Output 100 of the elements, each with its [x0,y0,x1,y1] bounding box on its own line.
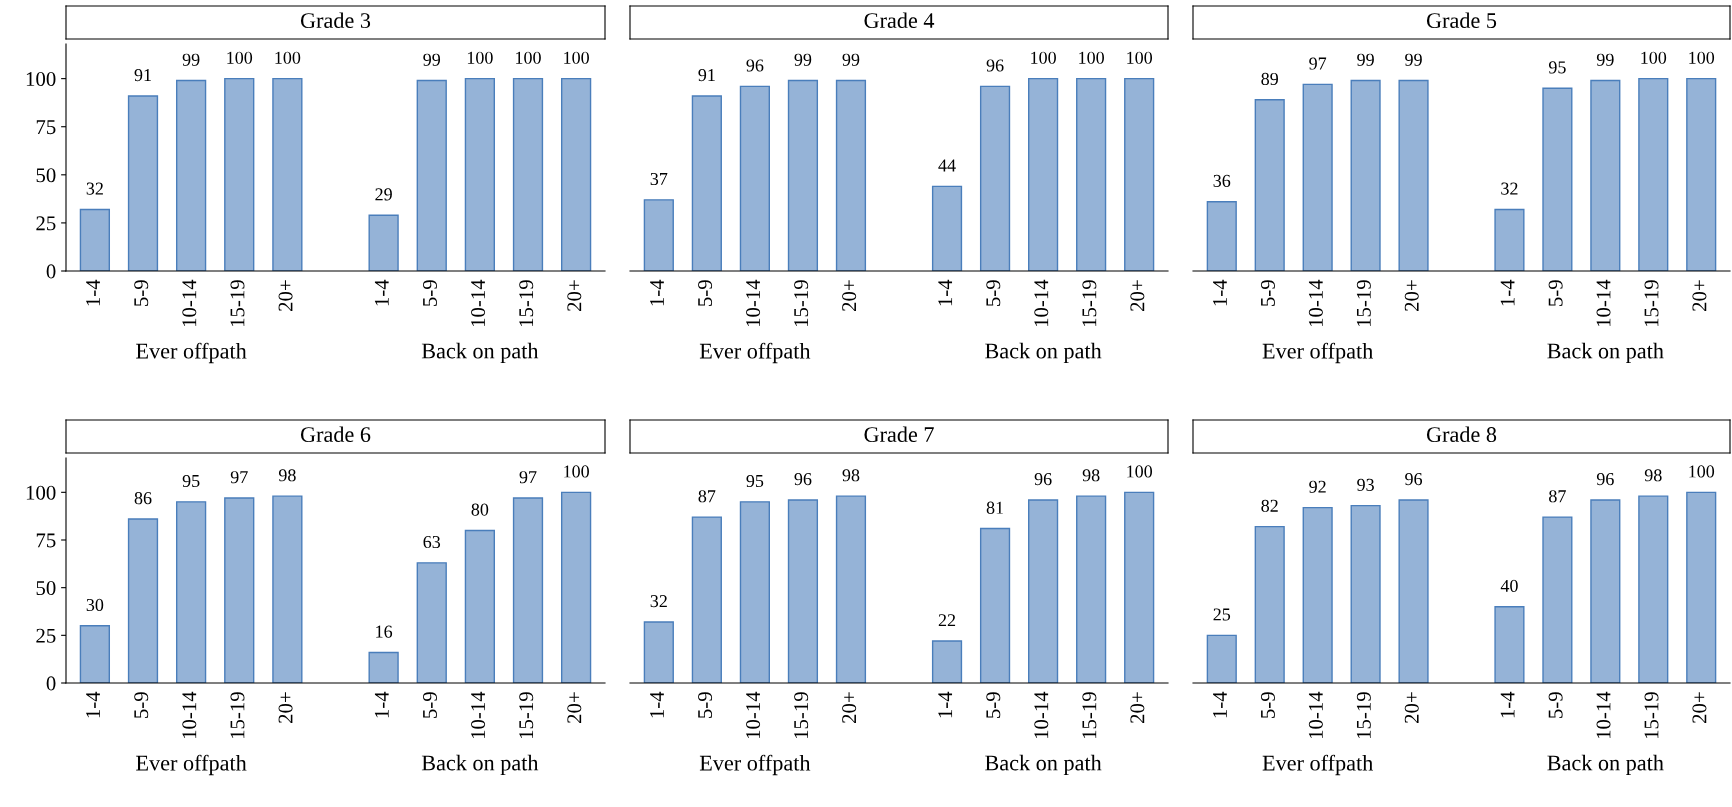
bar [1638,495,1669,683]
x-tick-label: 10-14 [1308,279,1323,327]
data-label: 96 [1405,473,1423,486]
x-tick-label: 1-4 [374,279,389,306]
data-label: 91 [698,69,715,82]
x-tick-label: 20+ [842,280,857,311]
text: Ever offpath [1262,342,1374,364]
bar [416,79,447,271]
data-label: 97 [230,471,248,484]
x-tick-label: 20+ [278,692,293,723]
data-label: 97 [1309,57,1327,70]
x-tick-label: 10-14 [1596,691,1611,739]
data-label: 97 [519,471,537,484]
bar [691,95,722,271]
data-label: 100 [1127,465,1153,478]
data-label: 100 [1689,51,1715,64]
data-label: 80 [471,503,489,516]
bar [224,497,255,683]
data-label: 87 [1549,490,1566,503]
data-label: 86 [134,492,152,505]
x-tick-label: 1-4 [938,691,953,718]
y-tick-label: 25 [36,216,56,231]
text: Back on path [1547,342,1664,364]
data-label: 100 [1641,51,1667,64]
data-label: 100 [1031,51,1056,64]
bar [175,79,207,271]
x-tick-label: 1-4 [650,279,664,306]
bar [79,625,111,683]
bar [835,79,867,271]
data-label: 32 [650,595,667,608]
x-tick-label: 20+ [567,692,582,723]
bar [1028,499,1059,683]
y-tick-label: 0 [46,264,56,279]
bar [272,495,303,683]
data-label: 100 [1079,51,1104,64]
data-label: 96 [746,59,764,72]
x-tick-label: 5-9 [698,280,713,306]
data-label: 37 [650,172,668,186]
y-tick-label: 25 [36,628,56,643]
x-tick-label: 10-14 [1308,691,1323,739]
bar [512,497,544,683]
data-label: 29 [375,188,392,201]
bar [416,562,447,683]
bar [1350,79,1381,271]
bar [1124,77,1155,271]
data-label: 30 [86,598,104,612]
data-label: 96 [794,473,812,486]
data-label: 100 [516,51,541,64]
chart-title: Grade 8 [1426,426,1497,443]
x-tick-label: 1-4 [938,279,953,306]
bar [1302,506,1333,683]
x-tick-label: 15-19 [794,692,809,739]
x-tick-label: 5-9 [134,692,149,718]
data-label: 99 [1596,53,1614,66]
x-tick-label: 10-14 [182,691,197,739]
chart-title: Grade 4 [864,12,935,29]
bar [835,495,867,683]
x-tick-label: 1-4 [1500,279,1515,306]
x-tick-label: 15-19 [1644,280,1659,327]
x-tick-label: 15-19 [1356,280,1371,327]
bar [272,77,303,271]
x-tick-label: 15-19 [519,280,534,327]
x-tick-label: 10-14 [746,279,761,327]
data-label: 32 [1501,182,1518,195]
data-label: 100 [1689,465,1715,478]
data-label: 93 [1357,478,1374,491]
x-tick-label: 5-9 [1260,692,1275,718]
data-label: 96 [986,59,1004,72]
x-tick-label: 10-14 [471,691,486,739]
x-tick-label: 15-19 [794,280,809,327]
bar [1542,516,1573,683]
bar [464,529,496,683]
data-label: 98 [1082,469,1100,482]
bar [931,185,963,271]
x-tick-label: 20+ [1404,280,1419,311]
y-tick-label: 0 [46,676,56,691]
bar [1494,208,1525,271]
bar [1302,83,1333,271]
bar [368,651,399,683]
x-tick-label: 20+ [1692,692,1707,723]
chart-title: Grade 5 [1426,12,1497,29]
bar [1494,606,1525,683]
bar [1206,201,1237,271]
bar [464,77,496,271]
bar [560,77,592,271]
chart-title: Grade 3 [300,12,371,29]
text: Back on path [1547,754,1664,776]
data-label: 89 [1261,72,1278,86]
x-tick-label: 1-4 [1500,691,1515,718]
data-label: 99 [842,53,860,66]
x-tick-label: 5-9 [986,692,1001,718]
bar [979,527,1011,683]
data-label: 95 [182,474,200,488]
data-label: 16 [376,625,393,638]
bar [1076,495,1107,683]
text: Ever offpath [136,754,247,776]
y-tick-label: 75 [36,120,56,135]
x-tick-label: 20+ [842,692,857,723]
x-tick-label: 15-19 [230,280,245,327]
data-label: 99 [182,53,200,66]
